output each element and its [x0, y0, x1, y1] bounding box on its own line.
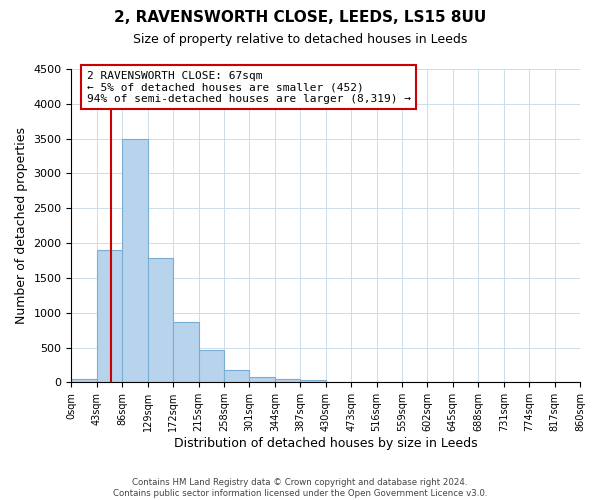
Bar — [148, 258, 173, 382]
Y-axis label: Number of detached properties: Number of detached properties — [15, 127, 28, 324]
Bar — [97, 250, 122, 382]
Text: Size of property relative to detached houses in Leeds: Size of property relative to detached ho… — [133, 32, 467, 46]
Bar — [275, 379, 300, 382]
Text: 2, RAVENSWORTH CLOSE, LEEDS, LS15 8UU: 2, RAVENSWORTH CLOSE, LEEDS, LS15 8UU — [114, 10, 486, 25]
Bar — [199, 350, 224, 382]
Text: 2 RAVENSWORTH CLOSE: 67sqm
← 5% of detached houses are smaller (452)
94% of semi: 2 RAVENSWORTH CLOSE: 67sqm ← 5% of detac… — [86, 70, 410, 104]
Bar — [224, 370, 250, 382]
Text: Contains HM Land Registry data © Crown copyright and database right 2024.
Contai: Contains HM Land Registry data © Crown c… — [113, 478, 487, 498]
Bar — [173, 322, 199, 382]
Bar — [250, 377, 275, 382]
Bar — [300, 380, 326, 382]
Bar — [122, 138, 148, 382]
X-axis label: Distribution of detached houses by size in Leeds: Distribution of detached houses by size … — [174, 437, 478, 450]
Bar — [71, 379, 97, 382]
